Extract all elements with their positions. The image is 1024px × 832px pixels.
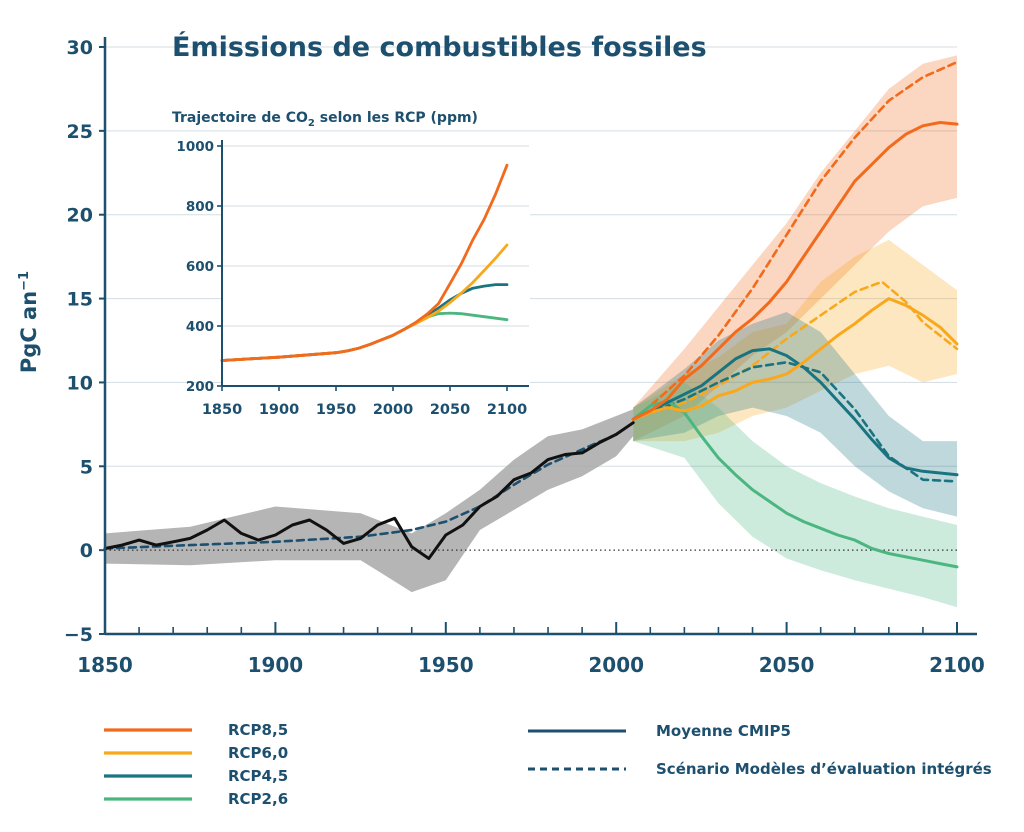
inset-title: Trajectoire de CO2 selon les RCP (ppm): [172, 110, 478, 129]
y-axis-label-main: PgC an: [17, 291, 41, 373]
main-series: [103, 60, 959, 569]
legend-label-rcp6-0: RCP6,0: [228, 744, 288, 762]
y-tick-label-5: −5: [64, 624, 93, 646]
series-line-historique: [103, 421, 635, 560]
x-tick-label-2000: 2000: [588, 653, 644, 677]
legend-label-cmip5: Moyenne CMIP5: [656, 722, 791, 740]
legend-label-rcp2-6: RCP2,6: [228, 790, 288, 808]
series-line-rcp8-5-sc-nario: [631, 60, 959, 421]
series-line-rcp4-5: [631, 347, 959, 477]
legend-label-rcp4-5: RCP4,5: [228, 767, 288, 785]
series-line-rcp6-0-sc-nario: [631, 280, 959, 421]
inset-x-tick-label-2050: 2050: [430, 402, 470, 418]
inset-y-tick-label-200: 200: [186, 379, 214, 395]
inset-x-tick-label-1850: 1850: [202, 402, 242, 418]
uncertainty-band-rcp85: [633, 55, 957, 442]
legend-label-scenario: Scénario Modèles d’évaluation intégrés: [656, 760, 992, 778]
y-tick-label-0: 0: [80, 540, 93, 562]
series-line-rcp8-5: [631, 121, 959, 421]
uncertainty-band-rcp60: [633, 239, 957, 442]
y-tick-label-15: 15: [67, 289, 93, 311]
legend: RCP8,5 RCP6,0 RCP4,5 RCP2,6 Moyenne CMIP5 Scé…: [104, 721, 992, 808]
x-tick-label-1850: 1850: [77, 653, 133, 677]
x-tick-label-2100: 2100: [929, 653, 985, 677]
x-tick-label-1900: 1900: [248, 653, 304, 677]
y-tick-label-20: 20: [67, 205, 93, 227]
inset-background: [221, 140, 530, 388]
y-tick-label-30: 30: [67, 37, 93, 59]
x-tick-label-2050: 2050: [759, 653, 815, 677]
inset-x-tick-label-2100: 2100: [487, 402, 527, 418]
inset-x-tick-label-1950: 1950: [316, 402, 356, 418]
inset-grid: [221, 140, 530, 388]
y-axis-label-sup: −1: [17, 271, 32, 291]
inset-series-line-rcp8-5: [220, 163, 509, 362]
inset-y-tick-label-800: 800: [186, 199, 214, 215]
y-tick-label-5: 5: [80, 456, 93, 478]
y-axis-label: PgC an−1: [17, 271, 41, 373]
inset-y-tick-label-600: 600: [186, 259, 214, 275]
uncertainty-band-historical_band: [105, 409, 634, 593]
inset-title-sub: 2: [308, 118, 315, 129]
inset-y-tick-label-1000: 1000: [176, 139, 214, 155]
x-tick-label-1950: 1950: [418, 653, 474, 677]
inset-series: [220, 163, 509, 362]
inset-chart: Trajectoire de CO2 selon les RCP (ppm) 1…: [172, 110, 530, 418]
inset-x-tick-label-1900: 1900: [259, 402, 299, 418]
series-line-rcp2-6: [631, 399, 959, 569]
uncertainty-band-rcp45: [633, 312, 957, 517]
inset-axes: 1000 800 600 400 200 1850 1900 1950 2000 2050 2100: [176, 139, 529, 418]
inset-x-tick-label-2000: 2000: [373, 402, 413, 418]
legend-label-rcp8-5: RCP8,5: [228, 721, 288, 739]
inset-title-main: Trajectoire de CO: [172, 110, 308, 126]
main-axes: 30 25 20 15 10 5 0 −5 1850 1900 1950 2000 2050 2100: [64, 37, 985, 677]
inset-y-tick-label-400: 400: [186, 319, 214, 335]
y-tick-label-10: 10: [67, 372, 93, 394]
y-tick-label-25: 25: [67, 121, 93, 143]
chart-title: Émissions de combustibles fossiles: [172, 31, 707, 63]
inset-title-tail: selon les RCP (ppm): [315, 110, 478, 126]
series-line-rcp6-0: [631, 297, 959, 421]
series-line-sc-nario-historique: [103, 421, 635, 550]
